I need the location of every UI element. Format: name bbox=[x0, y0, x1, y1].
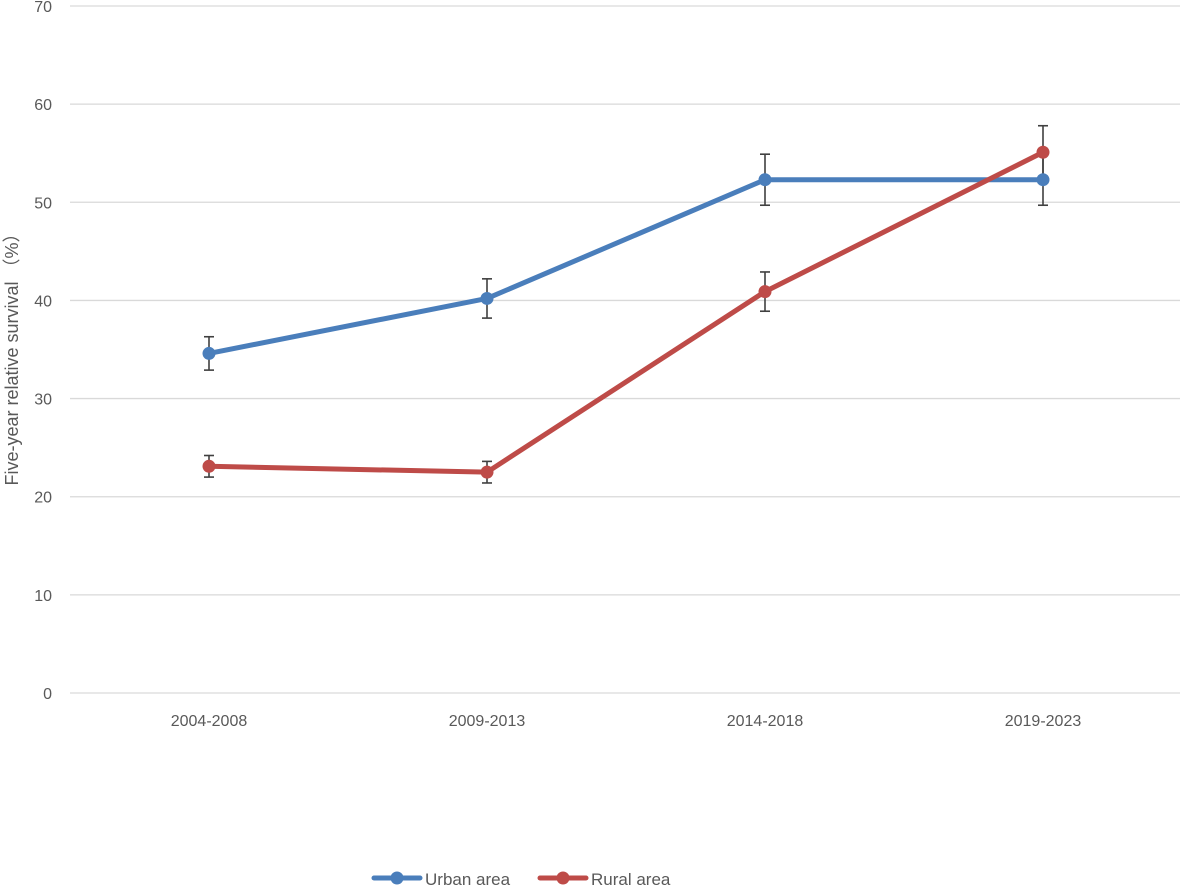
x-tick-label-2004-2008: 2004-2008 bbox=[171, 713, 248, 730]
legend-label-rural: Rural area bbox=[591, 870, 671, 886]
data-point-rural-3 bbox=[1036, 145, 1050, 159]
y-tick-label-40: 40 bbox=[34, 293, 52, 310]
legend-label-urban: Urban area bbox=[425, 870, 511, 886]
y-tick-label-20: 20 bbox=[34, 490, 52, 507]
y-tick-label-60: 60 bbox=[34, 97, 52, 114]
gridlines bbox=[70, 5, 1180, 694]
y-tick-label-50: 50 bbox=[34, 195, 52, 212]
x-tick-label-2019-2023: 2019-2023 bbox=[1005, 713, 1082, 730]
y-tick-label-0: 0 bbox=[43, 686, 52, 703]
legend-marker-rural bbox=[556, 871, 570, 885]
y-tick-label-10: 10 bbox=[34, 588, 52, 605]
data-point-rural-0 bbox=[202, 459, 216, 473]
data-point-urban-3 bbox=[1036, 173, 1050, 187]
x-tick-label-2014-2018: 2014-2018 bbox=[727, 713, 804, 730]
legend: Urban area Rural area bbox=[371, 870, 671, 886]
data-point-urban-2 bbox=[758, 173, 772, 187]
series-line-urban bbox=[206, 177, 1046, 356]
y-tick-label-30: 30 bbox=[34, 392, 52, 409]
x-axis-tick-labels: 2004-2008 2009-2013 2014-2018 2019-2023 bbox=[171, 713, 1082, 730]
series-lines bbox=[202, 145, 1050, 479]
y-axis-title: Five-year relative survival （%） bbox=[2, 224, 22, 485]
data-point-rural-1 bbox=[480, 465, 494, 479]
data-point-rural-2 bbox=[758, 285, 772, 299]
y-tick-label-70: 70 bbox=[34, 0, 52, 16]
data-point-urban-0 bbox=[202, 346, 216, 360]
data-point-urban-1 bbox=[480, 291, 494, 305]
x-tick-label-2009-2013: 2009-2013 bbox=[449, 713, 526, 730]
legend-marker-urban bbox=[390, 871, 404, 885]
y-axis-tick-labels: 0 10 20 30 40 50 60 70 bbox=[34, 0, 52, 703]
series-line-rural bbox=[206, 149, 1046, 475]
